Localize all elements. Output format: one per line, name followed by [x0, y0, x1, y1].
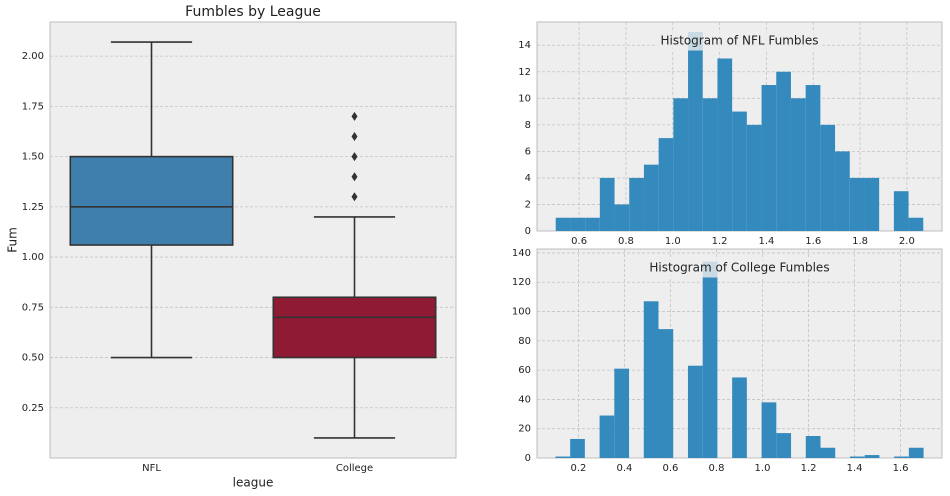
- bar: [893, 191, 909, 231]
- x-tick-label: 1.6: [805, 236, 821, 247]
- bar: [894, 456, 909, 458]
- bar: [555, 217, 571, 231]
- bar: [805, 85, 821, 232]
- x-tick-label: 0.8: [709, 463, 725, 474]
- y-tick-label: 1.25: [22, 202, 44, 213]
- x-tick-label: 0.2: [570, 463, 586, 474]
- y-axis-label: Fum: [6, 227, 20, 253]
- chart-title: Fumbles by League: [185, 4, 321, 20]
- bar: [761, 85, 777, 232]
- box: [272, 296, 437, 359]
- bar: [599, 415, 615, 458]
- bar: [702, 98, 718, 231]
- y-tick-label: 80: [518, 336, 531, 347]
- bar: [790, 98, 806, 231]
- title-background: [656, 30, 823, 51]
- bar: [570, 438, 585, 458]
- bar: [702, 261, 718, 458]
- y-tick-label: 60: [518, 365, 531, 376]
- x-tick-label: 0.6: [663, 463, 679, 474]
- outlier: [351, 192, 358, 202]
- chart-title: Histogram of NFL Fumbles: [661, 34, 819, 48]
- bar: [599, 177, 615, 231]
- x-tick-label: 1.8: [852, 236, 868, 247]
- bar: [658, 138, 674, 231]
- outlier: [351, 152, 358, 162]
- outlier: [351, 172, 358, 182]
- y-tick-label: 0.25: [22, 403, 44, 414]
- bar: [614, 368, 630, 458]
- y-tick-label: 1.75: [22, 101, 44, 112]
- x-axis-label: league: [233, 476, 274, 490]
- bar: [643, 301, 659, 458]
- bar: [776, 71, 791, 231]
- bar: [820, 447, 836, 458]
- bar: [908, 217, 924, 231]
- bar: [746, 124, 762, 231]
- bar: [658, 329, 674, 458]
- chart-title: Histogram of College Fumbles: [649, 261, 829, 275]
- y-tick-label: 1.00: [22, 252, 44, 263]
- bar: [555, 456, 571, 458]
- bar: [864, 177, 880, 231]
- x-tick-label: 1.4: [758, 236, 774, 247]
- y-tick-label: 6: [525, 146, 531, 157]
- y-tick-label: 4: [525, 173, 531, 184]
- bar: [585, 217, 600, 231]
- y-tick-label: 0.50: [22, 353, 44, 364]
- bar: [614, 204, 630, 231]
- y-tick-label: 120: [512, 277, 531, 288]
- x-tick-label: College: [336, 463, 373, 474]
- bar: [805, 436, 821, 458]
- bar: [820, 124, 836, 231]
- y-tick-label: 1.50: [22, 152, 44, 163]
- x-tick-label: 0.8: [618, 236, 634, 247]
- title-background: [645, 257, 834, 278]
- bar: [732, 377, 747, 458]
- x-tick-label: NFL: [142, 463, 161, 474]
- y-tick-label: 2: [525, 199, 531, 210]
- y-tick-label: 20: [518, 424, 531, 435]
- y-tick-label: 40: [518, 394, 531, 405]
- bar: [908, 447, 924, 458]
- y-tick-label: 0: [525, 453, 531, 464]
- bar: [732, 111, 747, 231]
- bar: [570, 217, 586, 231]
- bar: [673, 98, 689, 231]
- bar: [864, 455, 880, 458]
- bar: [688, 31, 703, 232]
- bar: [835, 151, 850, 231]
- bar: [643, 164, 659, 231]
- y-tick-label: 10: [518, 93, 531, 104]
- y-tick-label: 140: [512, 248, 531, 259]
- x-tick-label: 2.0: [899, 236, 915, 247]
- x-tick-label: 1.2: [712, 236, 728, 247]
- x-tick-label: 0.6: [571, 236, 587, 247]
- bar: [849, 177, 865, 231]
- bar: [717, 58, 733, 231]
- x-tick-label: 1.6: [893, 463, 909, 474]
- x-tick-label: 0.4: [616, 463, 632, 474]
- outlier: [351, 132, 358, 142]
- x-tick-label: 1.4: [847, 463, 863, 474]
- y-tick-label: 2.00: [22, 51, 44, 62]
- y-tick-label: 0: [525, 226, 531, 237]
- y-tick-label: 14: [518, 40, 531, 51]
- y-tick-label: 8: [525, 120, 531, 131]
- bar: [776, 433, 792, 458]
- bar: [629, 177, 644, 231]
- x-tick-label: 1.0: [665, 236, 681, 247]
- y-tick-label: 12: [518, 67, 531, 78]
- y-tick-label: 0.75: [22, 302, 44, 313]
- y-tick-label: 100: [512, 307, 531, 318]
- x-tick-label: 1.2: [801, 463, 817, 474]
- bar: [761, 402, 777, 458]
- x-tick-label: 1.0: [755, 463, 771, 474]
- bar: [687, 365, 703, 458]
- outlier: [351, 111, 358, 121]
- bar: [849, 456, 865, 458]
- box: [69, 155, 234, 246]
